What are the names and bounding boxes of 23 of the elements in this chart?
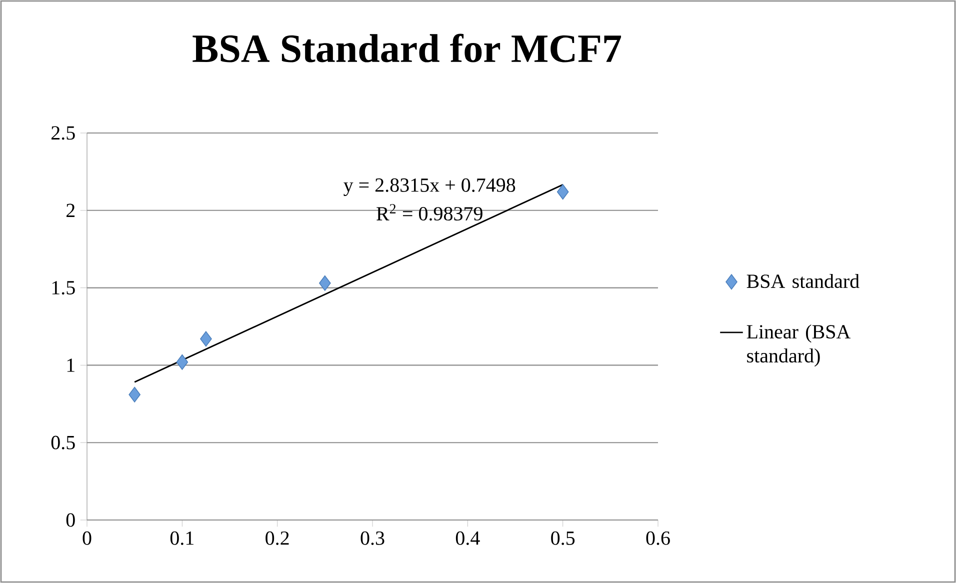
- point: [200, 331, 212, 347]
- x-tick-label: 0.3: [360, 531, 384, 545]
- y-tick-label: 0: [66, 513, 75, 527]
- point: [556, 184, 569, 200]
- legend-label: Linear (BSA standard): [746, 324, 851, 367]
- chart-title: BSA Standard for MCF7: [192, 34, 622, 62]
- point: [128, 386, 140, 402]
- y-tick-label: 2: [66, 204, 75, 218]
- y-tick-label: 1: [67, 358, 74, 372]
- x-tick-label: 0.1: [170, 531, 194, 545]
- point: [319, 275, 331, 291]
- x-tick-label: 0.4: [456, 531, 480, 545]
- x-tick-label: 0.2: [266, 531, 289, 545]
- x-tick-label: 0.5: [551, 531, 575, 545]
- x-tick-label: 0.6: [646, 531, 670, 545]
- legend-label: BSA standard: [746, 274, 860, 288]
- y-tick-label: 0.5: [51, 436, 75, 450]
- y-tick-label: 2.5: [52, 126, 75, 140]
- x-tick-label: 0: [82, 531, 92, 545]
- annotation: y = 2.8315x + 0.7498: [344, 178, 516, 196]
- point: [176, 354, 188, 370]
- annotation: R$^{2}$ = 0.98379: [376, 204, 482, 221]
- y-tick-label: 1.5: [52, 281, 75, 295]
